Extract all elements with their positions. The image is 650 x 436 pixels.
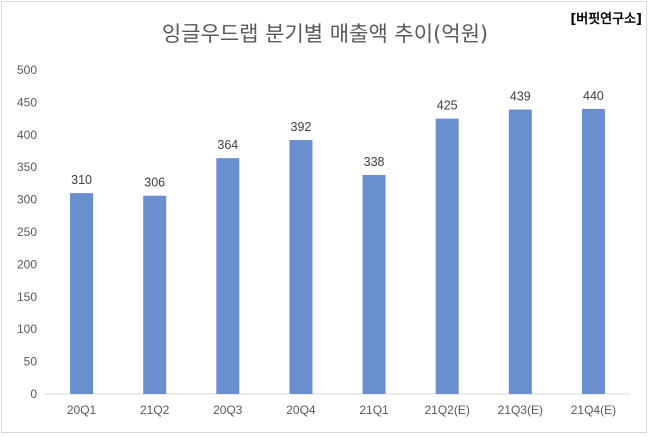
source-tag: [버핏연구소] [570, 12, 642, 27]
bar [143, 195, 167, 394]
bar [508, 109, 532, 394]
x-tick-label: 21Q1 [359, 403, 389, 417]
data-label: 364 [217, 138, 238, 152]
y-tick-label: 400 [17, 128, 37, 142]
y-tick-label: 150 [17, 290, 37, 304]
bar [216, 158, 240, 394]
y-tick-label: 50 [24, 355, 38, 369]
x-tick-label: 21Q4(E) [571, 403, 616, 417]
data-label: 425 [437, 99, 458, 113]
chart-title: 잉글우드랩 분기별 매출액 추이(억원) [161, 22, 489, 46]
x-tick-label: 20Q4 [286, 403, 316, 417]
y-tick-label: 200 [17, 257, 37, 271]
bar [289, 139, 313, 394]
data-labels: 310 306 364 392 338 425 439 440 [71, 89, 604, 190]
y-tick-label: 0 [30, 387, 37, 401]
bar [581, 108, 605, 394]
y-tick-label: 300 [17, 193, 37, 207]
x-tick-label: 20Q1 [67, 403, 97, 417]
x-tick-label: 21Q2(E) [425, 403, 470, 417]
y-axis-ticks: 0 50 100 150 200 250 300 350 400 450 500 [17, 63, 37, 401]
x-tick-label: 21Q3(E) [498, 403, 543, 417]
bar [362, 174, 386, 394]
x-tick-label: 21Q2 [140, 403, 170, 417]
data-label: 392 [291, 120, 312, 134]
data-label: 310 [71, 173, 92, 187]
y-tick-label: 100 [17, 322, 37, 336]
y-tick-label: 450 [17, 95, 37, 109]
data-label: 306 [144, 176, 165, 190]
data-label: 440 [583, 89, 604, 103]
data-label: 439 [510, 90, 531, 104]
x-axis-ticks: 20Q1 21Q2 20Q3 20Q4 21Q1 21Q2(E) 21Q3(E) 21Q4(E… [67, 403, 616, 417]
data-label: 338 [364, 155, 385, 169]
y-tick-label: 350 [17, 160, 37, 174]
bar [435, 118, 459, 394]
x-tick-label: 20Q3 [213, 403, 243, 417]
y-tick-label: 500 [17, 63, 37, 77]
y-tick-label: 250 [17, 225, 37, 239]
bar [70, 193, 94, 394]
bars [70, 108, 605, 394]
